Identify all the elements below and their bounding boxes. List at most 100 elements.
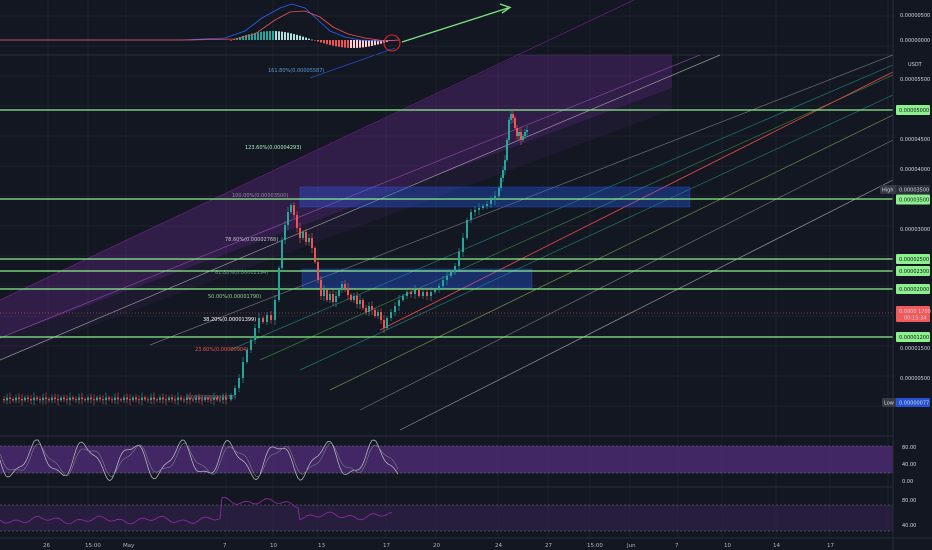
candle-body [478, 208, 480, 210]
macd-bar [278, 31, 280, 40]
candle-body [317, 262, 319, 280]
candle-body [278, 268, 280, 300]
macd-bar [368, 40, 370, 47]
price-tick: 0.00005500 [900, 77, 930, 83]
candle-body [162, 397, 164, 400]
level-tag: 0.00005000 [896, 105, 930, 115]
candle-body [201, 399, 203, 401]
candle-body [213, 397, 215, 400]
stoch-d-line [0, 442, 399, 478]
macd-bar [374, 40, 376, 46]
candle-body [238, 378, 240, 388]
macd-bar [353, 40, 355, 48]
candle-body [63, 397, 65, 400]
candle-body [117, 397, 119, 400]
oscillator-axis[interactable]: 80.00 40.00 0.00 80.00 40.00 [902, 445, 916, 529]
svg-text:Low: Low [884, 401, 894, 407]
current-price-tag: 0.0000 1700 00:15:34 [896, 306, 931, 322]
stoch-rsi-pane[interactable] [0, 439, 893, 482]
macd-bar [272, 31, 274, 40]
candle-body [422, 292, 424, 296]
candle-body [332, 294, 334, 302]
svg-text:00:15:34: 00:15:34 [904, 316, 926, 322]
candle-body [512, 114, 514, 118]
candle-body [192, 399, 194, 401]
candle-body [329, 294, 331, 300]
macd-bar [305, 37, 307, 40]
candle-body [156, 399, 158, 401]
candle-body [518, 132, 520, 136]
channel-line [149, 54, 894, 346]
candle-body [270, 315, 272, 320]
rsi-pane[interactable] [0, 496, 893, 532]
candle-body [450, 272, 452, 276]
rsi-line [0, 496, 393, 525]
candle-body [486, 204, 488, 206]
macd-bar [329, 40, 331, 45]
stoch-axis-tick: 0.00 [902, 479, 913, 485]
candle-body [299, 228, 301, 238]
channel-line [359, 139, 894, 411]
candle-body [204, 397, 206, 400]
candle-body [180, 397, 182, 400]
candle-body [207, 397, 209, 400]
candle-body [410, 292, 412, 294]
candle-body [183, 399, 185, 401]
demand-zone-box [301, 268, 533, 289]
macd-bar [260, 31, 262, 40]
price-axis[interactable]: USDT 0.00005500 0.00004500 0.00004000 0.… [880, 62, 931, 407]
candle-body [27, 397, 29, 400]
candle-body [132, 397, 134, 401]
stoch-axis-tick: 80.00 [902, 445, 916, 451]
time-axis[interactable]: 26 15:00 May 7 10 13 17 20 24 27 15:00 Jun 7 10 14 17 [43, 543, 834, 549]
candle-body [147, 399, 149, 401]
time-axis-label: 15:00 [587, 543, 603, 549]
level-tag: 0.00002000 [896, 284, 930, 294]
rsi-band [0, 505, 893, 531]
svg-text:0.00000077: 0.00000077 [899, 401, 929, 407]
macd-bar [344, 40, 346, 48]
candle-body [335, 296, 337, 302]
candle-body [93, 399, 95, 401]
macd-bar [233, 38, 235, 40]
median-line [379, 71, 894, 331]
macd-bar [281, 31, 283, 40]
price-tick: 0.00001500 [900, 346, 930, 352]
candle-body [462, 238, 464, 252]
candle-body [234, 388, 236, 395]
svg-text:0.00001200: 0.00001200 [899, 335, 929, 341]
price-tick: 0.00004000 [900, 167, 930, 173]
candle-body [96, 397, 98, 401]
candle-body [230, 395, 232, 400]
svg-text:0.00005000: 0.00005000 [899, 108, 929, 114]
price-pane[interactable]: 161.80%(0.00005587) 123.60%(0.00004293) … [0, 0, 894, 431]
candle-body [504, 160, 506, 170]
fib-100: 100.00%(0.00003500) [232, 193, 288, 199]
candle-body [482, 206, 484, 208]
channel-line [0, 54, 701, 339]
candle-body [171, 397, 173, 400]
candle-body [57, 399, 59, 401]
candle-body [296, 215, 298, 228]
candle-body [87, 397, 89, 401]
candle-body [165, 399, 167, 401]
macd-bar [263, 31, 265, 40]
fib-ext-161: 161.80%(0.00005587) [268, 68, 324, 74]
svg-text:0.00003500: 0.00003500 [899, 198, 929, 204]
candle-body [18, 397, 20, 400]
candle-body [222, 397, 224, 400]
candle-body [430, 292, 432, 296]
macd-pane[interactable] [0, 3, 512, 79]
svg-text:0.00002500: 0.00002500 [899, 257, 929, 263]
macd-axis[interactable]: 0.00000500 0.00000000 [900, 13, 930, 44]
candle-body [177, 397, 179, 400]
candle-body [6, 397, 8, 401]
level-tag: 0.00003500 [896, 194, 930, 205]
candle-body [494, 196, 496, 200]
candle-body [69, 397, 71, 401]
level-tag: 0.00001200 [896, 332, 930, 342]
macd-bar [338, 40, 340, 47]
candle-body [434, 290, 436, 292]
candle-body [21, 399, 23, 401]
